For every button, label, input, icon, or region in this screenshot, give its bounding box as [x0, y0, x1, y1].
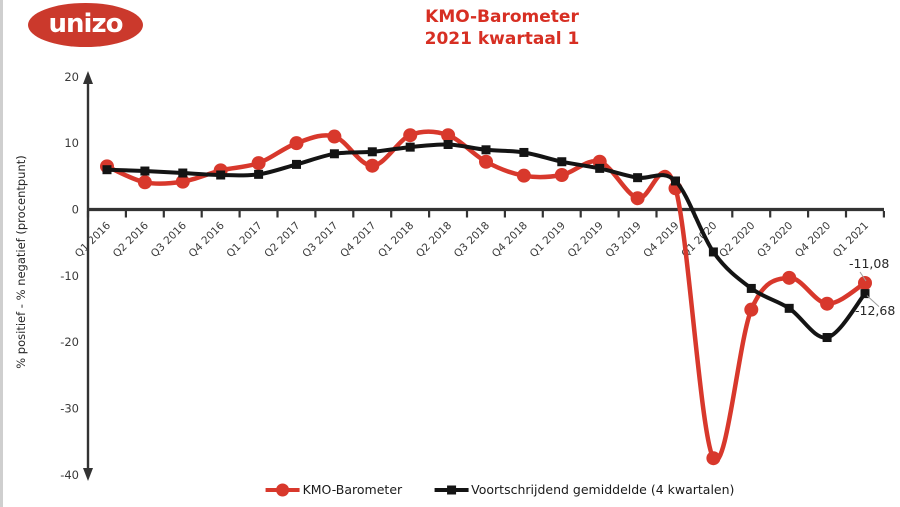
annotation-moving-average-last-value: -12,68: [855, 303, 896, 318]
y-tick-label: -40: [60, 468, 79, 482]
moving-average-point: [671, 176, 680, 186]
chart-title-line2: 2021 kwartaal 1: [424, 29, 580, 49]
kmo-barometer-point: [365, 158, 380, 173]
annotation-leader-line: [859, 271, 867, 282]
moving-average-point: [443, 139, 453, 149]
kmo-barometer-point: [327, 129, 342, 144]
chart-title-line1: KMO-Barometer: [425, 7, 579, 27]
red-circle-marker-icon: [276, 483, 290, 496]
kmo-barometer-point: [820, 296, 835, 311]
unizo-logo: unizo: [28, 3, 143, 47]
y-tick-label: -10: [60, 269, 79, 283]
moving-average-point: [708, 247, 718, 257]
chart-title: KMO-Barometer 2021 kwartaal 1: [425, 6, 580, 50]
legend-marker-black-square: [434, 485, 469, 494]
x-tick-label: Q4 2016: [187, 219, 228, 260]
moving-average-point: [292, 159, 301, 169]
moving-average-point: [102, 165, 112, 175]
moving-average-point: [140, 166, 150, 176]
kmo-barometer-point: [441, 128, 456, 143]
x-tick-label: Q3 2016: [149, 219, 190, 260]
moving-average-point: [329, 149, 339, 159]
legend-label: KMO-Barometer: [302, 482, 403, 497]
x-tick-label: Q4 2020: [793, 220, 833, 260]
y-axis-up-arrow-icon: [83, 71, 93, 84]
moving-average-point: [860, 289, 870, 299]
moving-average-point: [595, 163, 605, 173]
moving-average-point: [822, 333, 832, 343]
kmo-barometer-point: [516, 168, 531, 183]
moving-average-point: [254, 169, 264, 179]
x-tick-label: Q3 2019: [603, 220, 643, 260]
window-left-edge: [0, 0, 3, 507]
y-tick-label: -30: [60, 401, 79, 415]
x-tick-label: Q2 2019: [566, 220, 606, 260]
legend-item-voortschrijdend-gemiddelde: Voortschrijdend gemiddelde (4 kwartalen): [434, 482, 734, 497]
moving-average-point: [216, 170, 226, 180]
x-tick-label: Q3 2018: [452, 220, 492, 260]
kmo-barometer-point: [630, 191, 645, 206]
kmo-barometer-point: [251, 156, 266, 171]
kmo-barometer-point: [403, 128, 418, 143]
moving-average-point: [633, 173, 643, 183]
moving-average-point: [519, 147, 529, 157]
chart-legend: KMO-Barometer Voortschrijdend gemiddelde…: [265, 482, 734, 497]
y-tick-label: 20: [64, 70, 79, 84]
x-tick-label: Q1 2016: [73, 219, 114, 260]
x-tick-label: Q2 2016: [111, 219, 152, 260]
x-tick-label: Q3 2020: [755, 220, 795, 260]
kmo-barometer-point: [706, 451, 721, 466]
x-tick-label: Q4 2019: [641, 220, 681, 260]
unizo-logo-text: unizo: [48, 8, 124, 39]
x-tick-label: Q1 2021: [831, 220, 871, 260]
moving-average-point: [367, 147, 377, 157]
y-tick-label: 10: [64, 136, 79, 150]
kmo-barometer-point: [289, 136, 304, 151]
x-tick-label: Q1 2019: [528, 220, 568, 260]
kmo-barometer-line: [104, 129, 868, 463]
kmo-barometer-point: [782, 270, 797, 285]
kmo-barometer-point: [479, 154, 493, 169]
y-tick-label: 0: [72, 203, 79, 217]
annotation-leader-line: [866, 295, 880, 307]
x-tick-label: Q2 2017: [262, 220, 302, 260]
kmo-barometer-point: [137, 175, 152, 190]
x-tick-label: Q4 2018: [490, 220, 530, 260]
kmo-barometer-point: [175, 174, 190, 189]
legend-marker-red-circle: [265, 483, 300, 496]
x-tick-label: Q2 2018: [414, 220, 454, 260]
moving-average-point: [557, 157, 567, 167]
x-tick-label: Q4 2017: [338, 220, 378, 260]
x-tick-label: Q1 2018: [376, 220, 416, 260]
moving-average-point: [784, 303, 794, 313]
y-axis-down-arrow-icon: [83, 468, 93, 481]
legend-label: Voortschrijdend gemiddelde (4 kwartalen): [471, 482, 735, 497]
kmo-barometer-point: [858, 275, 872, 290]
kmo-barometer-point: [744, 302, 759, 317]
legend-item-kmo-barometer: KMO-Barometer: [265, 482, 403, 497]
moving-average-point: [405, 142, 415, 152]
moving-average-point: [746, 283, 756, 293]
x-tick-label: Q1 2017: [224, 220, 264, 260]
x-tick-label: Q2 2020: [717, 220, 757, 260]
x-tick-label: Q3 2017: [300, 220, 340, 260]
moving-average-point: [481, 145, 491, 155]
kmo-barometer-point: [554, 168, 569, 183]
moving-average-point: [178, 168, 188, 178]
annotation-kmo-barometer-last-value: -11,08: [849, 256, 890, 271]
black-square-marker-icon: [446, 485, 456, 494]
y-tick-label: -20: [60, 335, 79, 349]
